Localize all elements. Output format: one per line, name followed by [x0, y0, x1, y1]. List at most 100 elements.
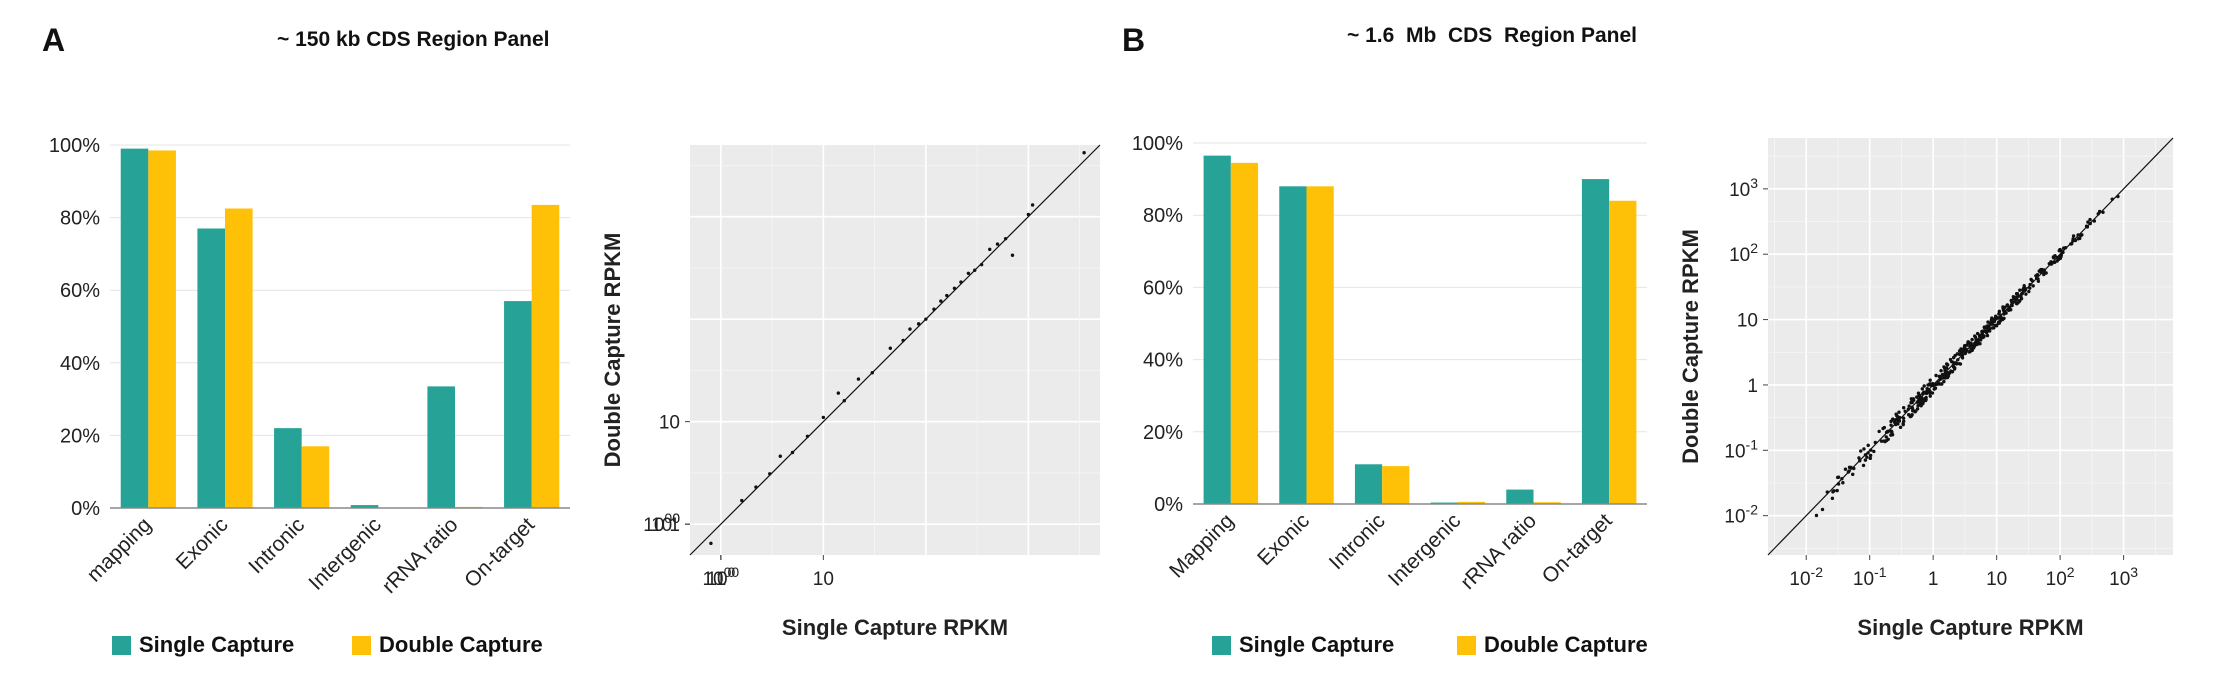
- x-tick-label: mapping: [83, 513, 156, 586]
- data-point: [1885, 429, 1890, 434]
- bar-single: [197, 228, 225, 509]
- data-point: [1921, 391, 1925, 396]
- data-point: [888, 346, 893, 350]
- data-point: [1863, 453, 1868, 457]
- data-point: [1877, 429, 1881, 434]
- data-point: [1943, 369, 1947, 373]
- data-point: [1825, 490, 1829, 494]
- data-point: [1986, 324, 1991, 328]
- y-tick-label: 103: [1729, 175, 1758, 201]
- data-point: [1872, 449, 1876, 454]
- data-point: [2030, 278, 2034, 283]
- data-point: [2011, 294, 2016, 299]
- data-point: [1840, 476, 1844, 481]
- data-point: [1851, 472, 1855, 477]
- data-point: [1960, 356, 1965, 360]
- bar-double: [1533, 502, 1561, 504]
- data-point: [1859, 449, 1863, 453]
- data-point: [2028, 286, 2032, 290]
- bar-double: [1609, 200, 1637, 504]
- data-point: [1857, 456, 1861, 460]
- data-point: [2062, 246, 2066, 250]
- data-point: [1993, 323, 1997, 328]
- data-point: [1922, 384, 1926, 388]
- x-tick-label: Intergenic: [304, 513, 385, 594]
- data-point: [939, 299, 943, 303]
- data-point: [1970, 337, 1974, 342]
- data-point: [2069, 242, 2074, 246]
- data-point: [2022, 284, 2026, 288]
- data-point: [842, 399, 846, 403]
- data-point: [1958, 362, 1963, 366]
- data-point: [2007, 308, 2011, 312]
- x-tick-label: 10-2: [1789, 564, 1823, 590]
- data-point: [1910, 406, 1915, 411]
- x-tick-label: Intergenic: [1384, 509, 1465, 590]
- legend-swatch-double: [1457, 635, 1476, 655]
- data-point: [1866, 443, 1870, 448]
- bar-single: [427, 386, 455, 508]
- data-point: [2015, 292, 2020, 296]
- data-point: [1950, 370, 1955, 374]
- data-point: [1986, 320, 1990, 324]
- data-point: [2073, 238, 2078, 243]
- data-point: [1893, 418, 1897, 423]
- x-tick-label: rRNA ratio: [1456, 509, 1541, 594]
- bar-double: [1457, 501, 1486, 504]
- y-tick-label: 80%: [60, 208, 100, 230]
- data-point: [1978, 341, 1982, 346]
- data-point: [1928, 378, 1932, 382]
- data-point: [856, 377, 861, 381]
- data-point: [1835, 488, 1839, 493]
- data-point: [2110, 197, 2114, 201]
- legend-label-single: Single Capture: [1239, 632, 1395, 657]
- data-point: [805, 434, 810, 438]
- y-tick-label: 10-1: [1724, 436, 1758, 462]
- y-axis-label: Double Capture RPKM: [1678, 229, 1703, 464]
- bar-single: [504, 301, 532, 508]
- data-point: [1895, 414, 1899, 418]
- data-point: [2053, 260, 2057, 264]
- x-tick-label: 10: [1986, 569, 2007, 590]
- data-point: [1964, 343, 1969, 347]
- data-point: [1890, 430, 1894, 434]
- y-tick-label: 10: [659, 413, 680, 434]
- legend-swatch-single: [112, 635, 131, 655]
- y-tick-label: 20%: [60, 425, 100, 447]
- data-point: [2004, 311, 2008, 315]
- data-point: [1898, 425, 1903, 430]
- data-point: [1906, 407, 1911, 411]
- data-point: [1942, 379, 1946, 384]
- x-axis-label: Single Capture RPKM: [782, 615, 1008, 640]
- x-tick-label: Intronic: [1325, 509, 1390, 574]
- panel-b-title: ~ 1.6 Mb CDS Region Panel: [1347, 24, 1637, 47]
- bar-single: [350, 505, 379, 508]
- data-point: [1852, 466, 1856, 471]
- x-tick-label: 1: [1928, 569, 1939, 590]
- data-point: [1882, 425, 1887, 430]
- data-point: [1916, 403, 1920, 408]
- data-point: [2038, 270, 2043, 274]
- panel-a-letter: A: [42, 22, 66, 58]
- data-point: [995, 242, 1000, 246]
- data-point: [2022, 286, 2026, 291]
- data-point: [821, 415, 826, 420]
- legend-label-double: Double Capture: [379, 632, 543, 657]
- data-point: [2071, 239, 2075, 243]
- x-tick-label: 1000: [702, 564, 739, 590]
- bar-single: [120, 148, 149, 508]
- data-point: [2014, 295, 2018, 299]
- data-point: [1901, 406, 1906, 410]
- data-point: [2057, 254, 2062, 259]
- data-point: [1879, 439, 1884, 443]
- data-point: [1942, 365, 1946, 369]
- data-point: [1927, 388, 1932, 393]
- data-point: [2116, 194, 2120, 199]
- x-tick-label: Exonic: [1253, 509, 1314, 570]
- data-point: [916, 322, 921, 326]
- x-tick-label: On-target: [1538, 509, 1617, 588]
- data-point: [1866, 451, 1870, 455]
- data-point: [1901, 422, 1905, 426]
- data-point: [932, 307, 936, 311]
- data-point: [1938, 377, 1942, 382]
